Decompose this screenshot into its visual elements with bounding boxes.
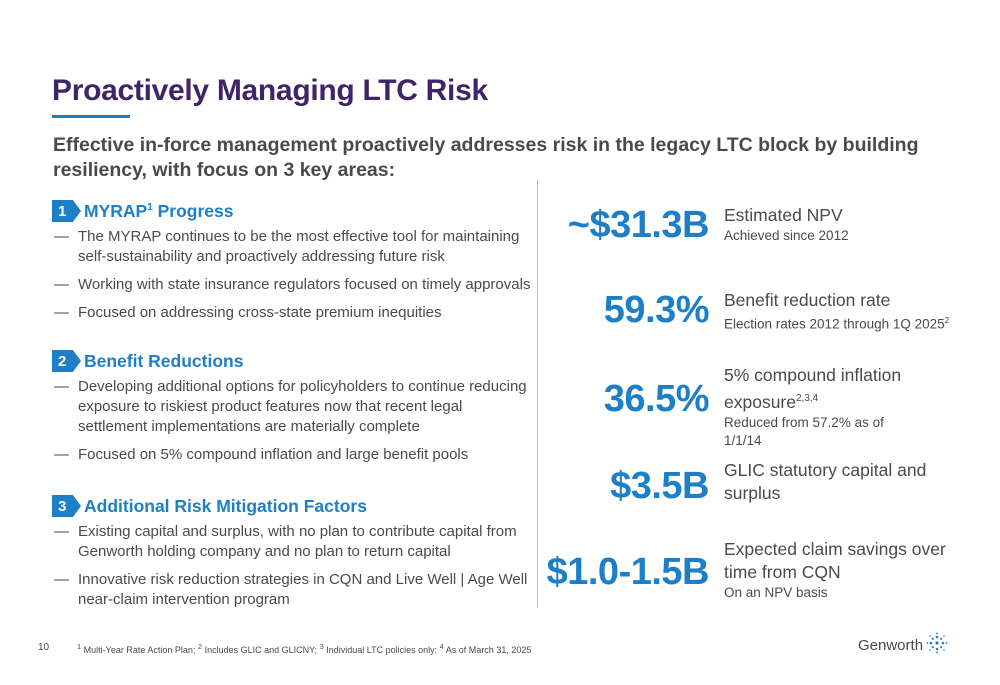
bullet-dash: — [54,304,69,321]
bullet-text: Developing additional options for policy… [78,378,527,435]
metric-value: ~$31.3B [567,204,710,246]
bullet-dash: — [54,276,69,293]
bullet-text: Working with state insurance regulators … [78,276,531,293]
bullet-text: Focused on addressing cross-state premiu… [78,304,442,321]
bullet-dash: — [54,446,69,463]
section-number-badge: 1 [52,200,81,222]
metric-description: 5% compound inflation exposure2,3,4 Redu… [724,364,924,450]
title-underline [52,115,130,118]
metric-description: Estimated NPV Achieved since 2012 [724,204,954,245]
bullet-item: — Focused on 5% compound inflation and la… [52,445,532,465]
bullet-list: — Existing capital and surplus, with no p… [52,522,532,610]
metric-label: Estimated NPV [724,205,843,225]
metric-sublabel: Reduced from 57.2% as of 1/1/14 [724,414,884,448]
bullet-item: — Working with state insurance regulators… [52,275,532,295]
footnote-mark: 2 [197,642,203,651]
section-header: 1 MYRAP1 Progress [52,199,532,223]
metric-value: 59.3% [603,289,710,331]
bullet-item: — Focused on addressing cross-state premi… [52,303,532,323]
section-title: Additional Risk Mitigation Factors [84,495,367,516]
footnotes: 1 Multi-Year Rate Action Plan; 2 Include… [77,642,531,655]
bullet-item: — The MYRAP continues to be the most effe… [52,227,532,267]
footnote-text: As of March 31, 2025 [443,645,532,655]
section-title: Benefit Reductions [84,350,244,371]
section-title: MYRAP1 Progress [84,201,234,222]
metric-label: Benefit reduction rate [724,290,891,310]
footnote-mark: 1 [77,642,82,651]
bullet-text: Focused on 5% compound inflation and lar… [78,446,469,463]
footnote-text: Individual LTC policies only; [323,645,440,655]
column-divider [537,180,538,608]
section-benefit-reductions: 2 Benefit Reductions — Developing additio… [52,349,532,473]
metric-description: Expected claim savings over time from CQ… [724,538,954,602]
logo-text: Genworth [858,637,924,654]
section-number-badge: 3 [52,495,81,517]
section-title-suffix: Progress [152,200,234,221]
footnote-mark: 3 [319,642,324,651]
footnote-ref: 1 [147,201,153,213]
bullet-dash: — [54,378,69,395]
metric-sublabel: Election rates 2012 through 1Q 20252 [724,312,954,334]
section-myrap: 1 MYRAP1 Progress — The MYRAP continues t… [52,199,532,331]
footnote-mark: 4 [439,642,444,651]
bullet-list: — Developing additional options for polic… [52,377,532,465]
bullet-list: — The MYRAP continues to be the most effe… [52,227,532,323]
footnote-text: Multi-Year Rate Action Plan; [81,645,198,655]
metric-value: $1.0-1.5B [546,551,710,593]
metric-label: 5% compound inflation exposure2,3,4 [724,364,924,414]
footnote-ref: 2,3,4 [796,393,819,404]
bullet-item: — Innovative risk reduction strategies in… [52,570,532,610]
metric-description: Benefit reduction rate Election rates 20… [724,289,954,334]
section-number-badge: 2 [52,350,81,372]
bullet-item: — Developing additional options for polic… [52,377,532,437]
footnote-ref: 2 [944,316,950,325]
metric-label: GLIC statutory capital and surplus [724,460,927,503]
slide-title: Proactively Managing LTC Risk [52,74,488,107]
section-risk-mitigation: 3 Additional Risk Mitigation Factors — Ex… [52,494,532,618]
bullet-text: Existing capital and surplus, with no pl… [78,523,517,560]
slide-subtitle: Effective in-force management proactivel… [53,134,919,181]
metric-sublabel: On an NPV basis [724,585,828,600]
metric-value: $3.5B [610,465,709,507]
bullet-dash: — [54,228,69,245]
section-header: 2 Benefit Reductions [52,349,532,373]
metric-value: 36.5% [603,378,710,420]
metric-sublabel-text: Election rates 2012 through 1Q 2025 [724,316,945,332]
section-header: 3 Additional Risk Mitigation Factors [52,494,532,518]
section-title-text: MYRAP [84,200,148,221]
bullet-text: Innovative risk reduction strategies in … [78,571,528,608]
bullet-text: The MYRAP continues to be the most effec… [78,228,520,265]
footnote-text: Includes GLIC and GLICNY; [202,645,320,655]
metric-label-text: 5% compound inflation exposure [724,365,902,412]
metric-label: Expected claim savings over time from CQ… [724,539,946,582]
bullet-dash: — [54,523,69,540]
bullet-item: — Existing capital and surplus, with no p… [52,522,532,562]
metric-sublabel: Achieved since 2012 [724,228,849,243]
metric-description: GLIC statutory capital and surplus [724,459,934,505]
genworth-logo: Genworth [858,632,948,659]
starburst-icon [926,632,948,659]
page-number: 10 [38,642,50,653]
bullet-dash: — [54,571,69,588]
